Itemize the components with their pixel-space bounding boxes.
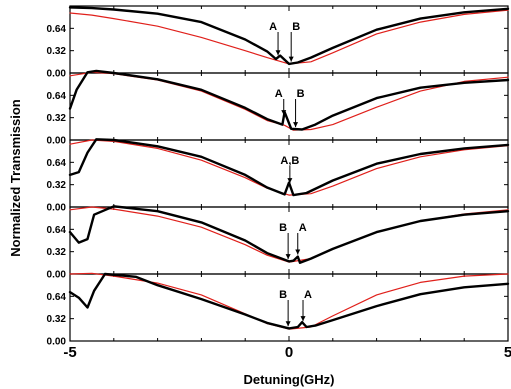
y-axis-title: Normalized Transmission <box>8 99 23 257</box>
annotation-arrowhead <box>285 321 291 327</box>
y-tick-label: 0.00 <box>47 69 67 80</box>
y-tick-label: 0.64 <box>47 292 67 303</box>
annotation-arrowhead <box>293 122 299 128</box>
y-tick-label: 0.32 <box>47 113 67 124</box>
x-axis-title: Detuning(GHz) <box>244 372 335 387</box>
y-tick-label: 0.32 <box>47 180 67 191</box>
annotation-label: A <box>269 21 277 33</box>
chart-panels: 0.000.320.64 A B0.000.320.64 A B0.000.320.64… <box>47 5 511 361</box>
panel-4: 0.00 0.32 0.64 B A <box>47 205 510 281</box>
annotation-label: B <box>292 21 300 33</box>
x-tick-label: -5 <box>63 344 76 361</box>
annotation-arrowhead <box>288 56 294 62</box>
panel-5: 0.00 0.32 0.64 B A <box>47 272 510 348</box>
panel-2: 0.00 0.32 0.64 A B <box>47 69 510 147</box>
annotation-arrowhead <box>300 316 306 322</box>
y-tick-label: 0.00 <box>47 337 67 348</box>
panel-frame <box>69 273 509 342</box>
annotation-label: B <box>279 222 287 234</box>
y-tick-label: 0.64 <box>47 24 67 35</box>
annotation-arrowhead <box>295 249 301 255</box>
y-tick-label: 0.00 <box>47 270 67 281</box>
experiment-line <box>68 272 510 330</box>
annotation-label: A <box>299 222 307 234</box>
annotation-label: B <box>279 289 287 301</box>
experiment-line <box>68 138 510 197</box>
theory-line <box>69 9 509 65</box>
theory-line <box>69 272 509 330</box>
annotation-label: A <box>304 289 312 301</box>
y-tick-label: 0.32 <box>47 46 67 57</box>
y-tick-label: 0.32 <box>47 314 67 325</box>
y-tick-label: 0.00 <box>47 203 67 214</box>
y-tick-label: 0.64 <box>47 225 67 236</box>
annotation-label: A <box>275 88 283 100</box>
experiment-line <box>68 205 510 264</box>
theory-line <box>69 206 509 263</box>
y-tick-label: 0.64 <box>47 158 67 169</box>
annotation-arrowhead <box>285 254 291 260</box>
panel-3: 0.00 0.32 0.64 A,B <box>47 138 510 214</box>
annotation-label: A,B <box>280 155 299 167</box>
theory-line <box>69 139 509 196</box>
experiment-line <box>68 69 510 131</box>
experiment-line <box>68 6 510 66</box>
annotation-arrowhead <box>287 178 293 184</box>
x-tick-label: 0 <box>285 344 293 361</box>
y-tick-label: 0.00 <box>47 136 67 147</box>
annotation-arrowhead <box>275 50 281 56</box>
annotation-arrowhead <box>281 110 287 116</box>
y-tick-label: 0.32 <box>47 247 67 258</box>
panel-frame <box>69 72 509 141</box>
annotation-label: B <box>297 88 305 100</box>
x-tick-label: 5 <box>504 344 511 361</box>
panel-1: 0.00 0.32 0.64 A B <box>47 5 510 80</box>
y-tick-label: 0.64 <box>47 91 67 102</box>
